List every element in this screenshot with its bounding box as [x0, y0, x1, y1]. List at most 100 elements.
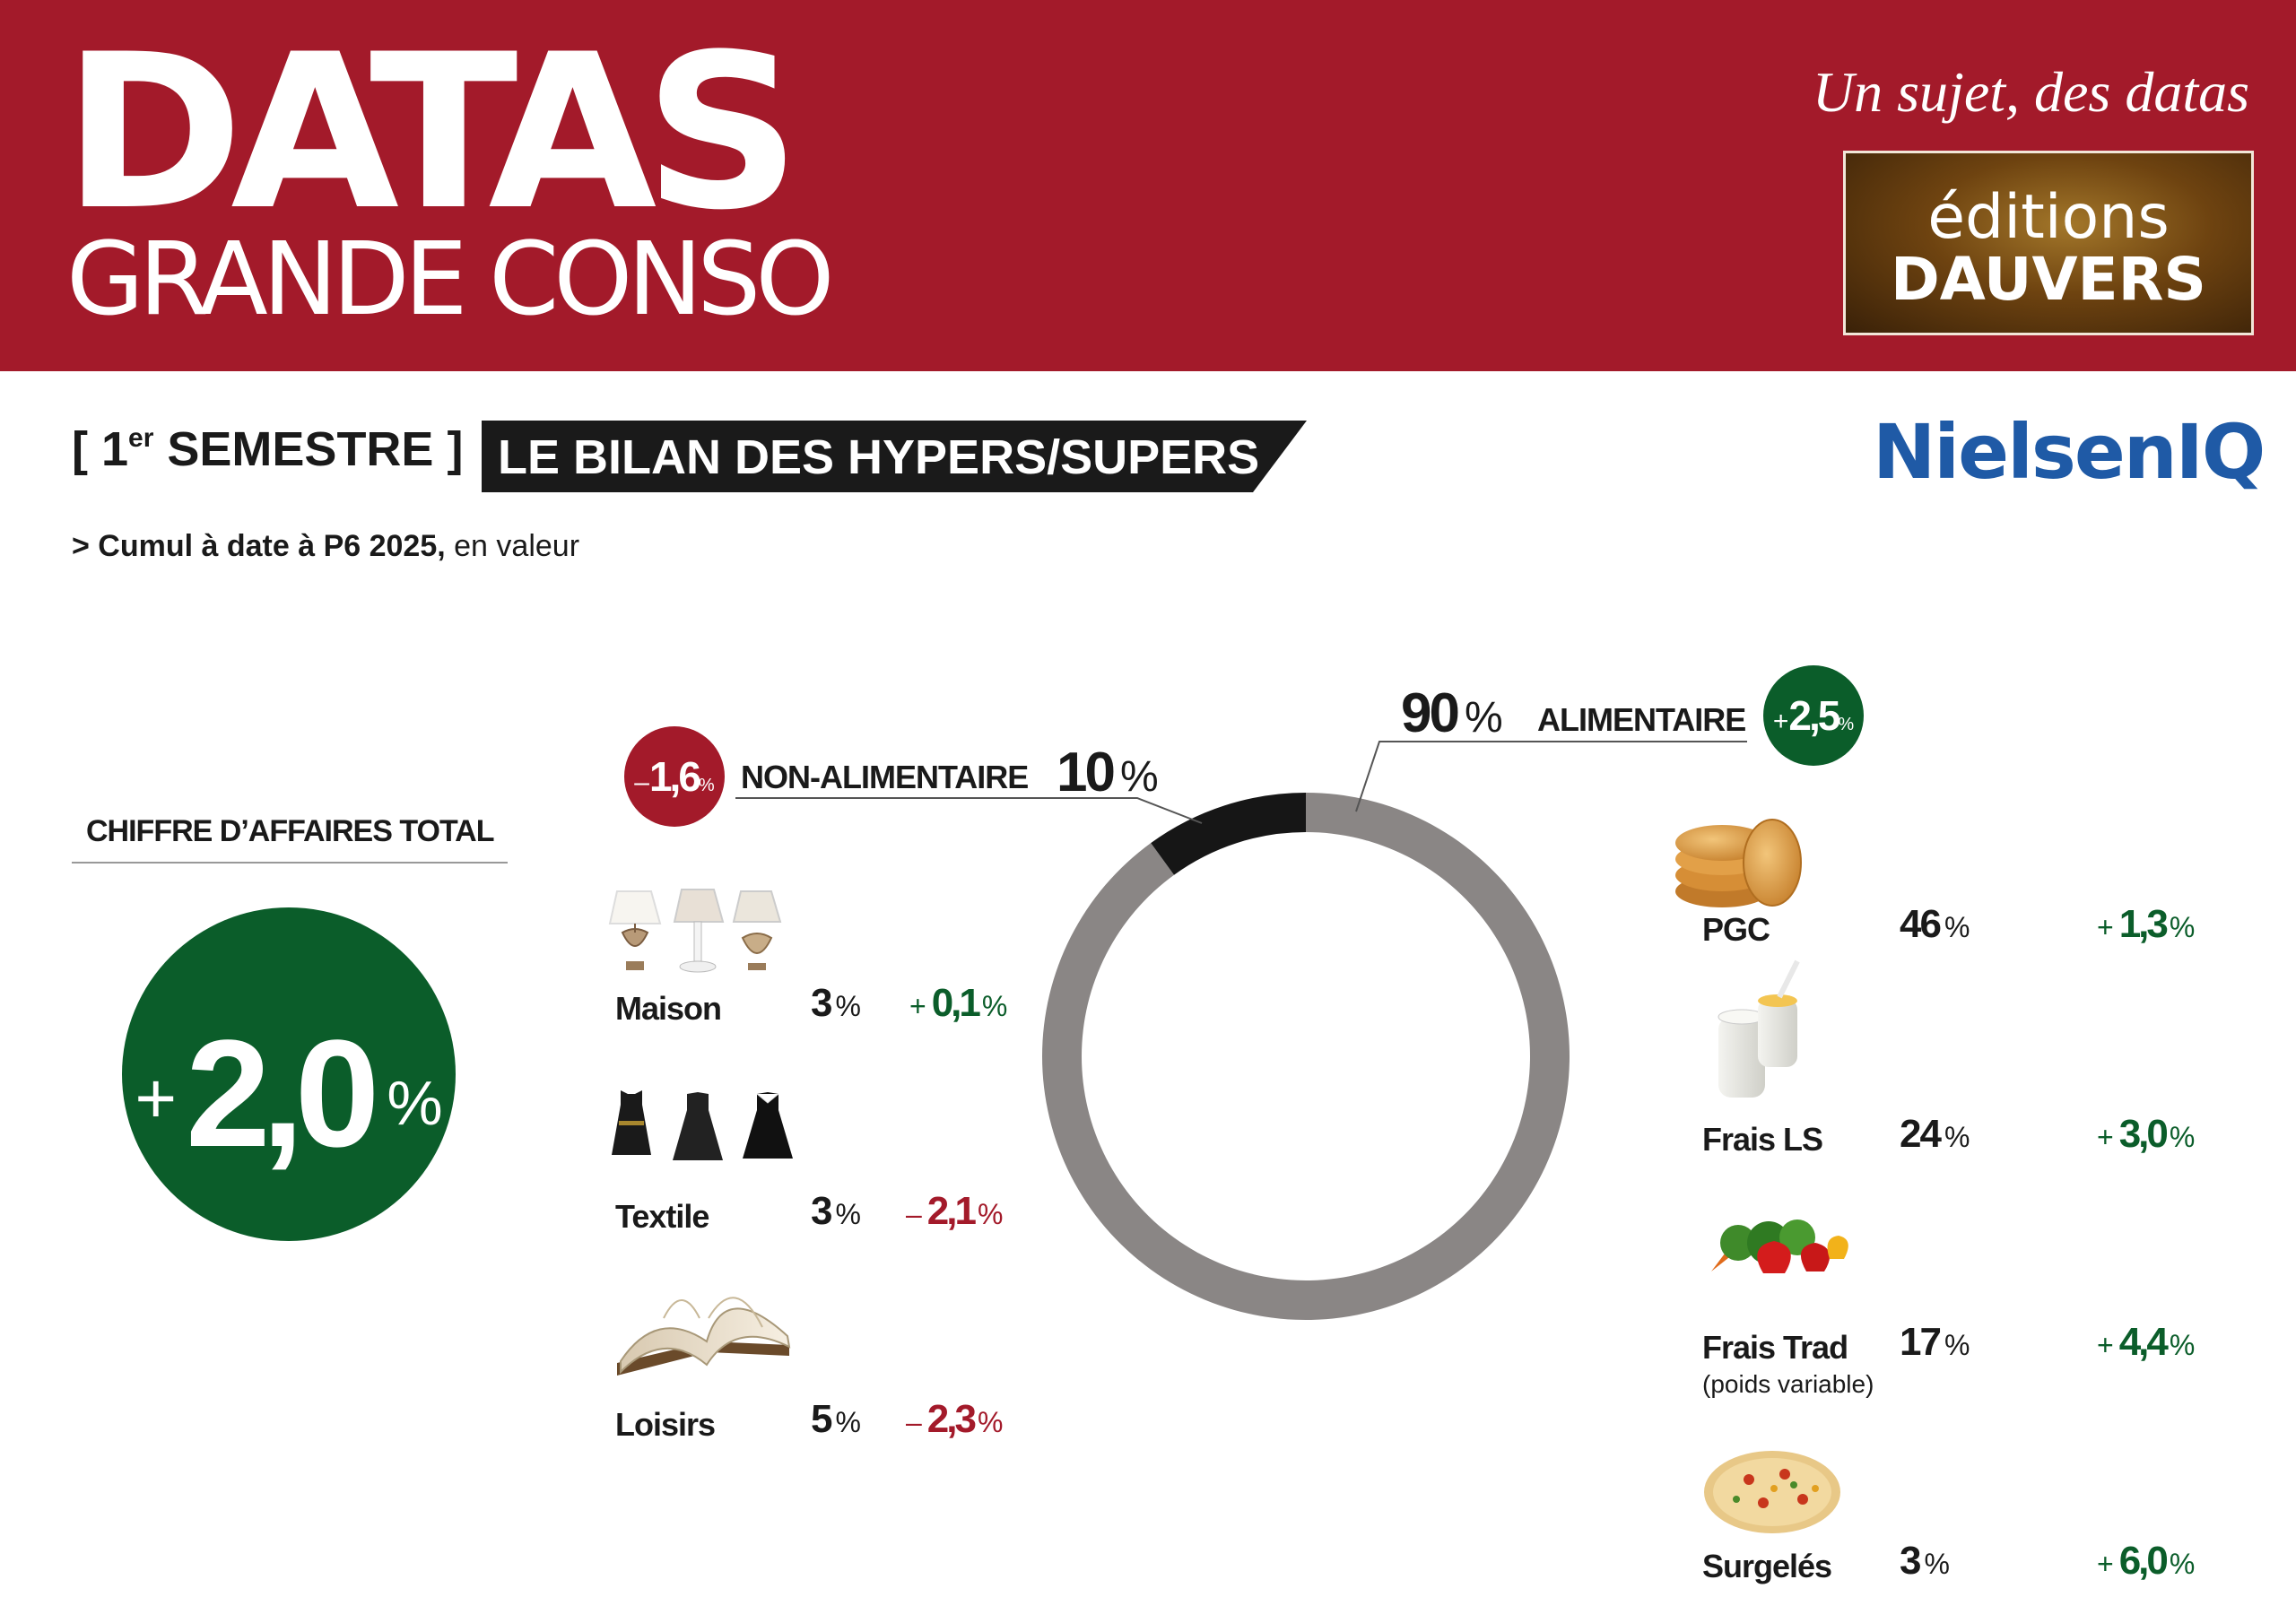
food-item-share-value: 3: [1900, 1539, 1922, 1583]
food-item-label: PGC: [1702, 911, 1770, 948]
food-item-evolution-unit: %: [2169, 1548, 2196, 1580]
food-item-share-value: 24: [1900, 1112, 1942, 1156]
food-item-share-unit: %: [1944, 911, 1970, 943]
tagline: Un sujet, des datas: [1812, 60, 2249, 124]
publisher-logo-line2: DAUVERS: [1891, 245, 2206, 314]
nonfood-item-evolution-unit: %: [977, 1406, 1004, 1438]
food-label: ALIMENTAIRE: [1537, 701, 1746, 738]
total-label: CHIFFRE D’AFFAIRES TOTAL: [86, 814, 495, 848]
nonfood-evolution-unit: %: [698, 776, 715, 795]
food-item-share-unit: %: [1944, 1329, 1970, 1361]
food-item-share: 46%: [1900, 902, 1970, 947]
nonfood-item-evolution: –2,3%: [906, 1397, 1003, 1442]
nonfood-item-share-unit: %: [835, 1406, 861, 1438]
source-logo: NielsenIQ: [1873, 408, 2266, 496]
brand-subtitle: GRANDE CONSO: [66, 221, 834, 338]
nonfood-item-evolution-sign: +: [909, 990, 926, 1022]
semester-rest: SEMESTRE ]: [153, 422, 464, 476]
semester-open: [ 1: [72, 422, 129, 476]
publisher-logo-line1: éditions: [1927, 182, 2170, 253]
nonfood-evolution-value: 1,6: [648, 753, 701, 800]
food-item-share: 24%: [1900, 1112, 1970, 1157]
food-share: 90%: [1401, 681, 1503, 745]
nonfood-item-evolution-value: 2,1: [926, 1189, 977, 1233]
vegetables-icon: [1711, 1219, 1848, 1273]
lamp-icon: [608, 889, 782, 973]
leader-line-food: [1355, 741, 1747, 812]
nonfood-item-label: Textile: [615, 1198, 709, 1235]
total-number: 2,0: [186, 1009, 379, 1179]
banner-shape: [482, 421, 1307, 492]
yogurt-icon: [1718, 959, 1800, 1098]
nonfood-item-share: 3%: [811, 981, 861, 1026]
nonfood-evolution-sign: –: [634, 768, 649, 797]
nonfood-item-share-value: 5: [811, 1397, 833, 1441]
publisher-logo: éditions DAUVERS: [1843, 151, 2254, 335]
food-item-share: 17%: [1900, 1320, 1970, 1365]
pizza-icon: [1704, 1451, 1840, 1533]
nonfood-item-share-value: 3: [811, 981, 833, 1025]
nonfood-item-share: 5%: [811, 1397, 861, 1442]
nonfood-item-evolution-value: 0,1: [931, 981, 981, 1025]
donut-slices: [1041, 793, 1570, 1320]
food-item-evolution-sign: +: [2097, 1329, 2114, 1361]
nonfood-item-evolution-unit: %: [981, 990, 1008, 1022]
food-item-share-unit: %: [1924, 1548, 1950, 1580]
nonfood-item-share: 3%: [811, 1189, 861, 1234]
book-icon: [617, 1297, 791, 1376]
banner-title: LE BILAN DES HYPERS/SUPERS: [498, 430, 1260, 484]
donut-slice-alimentaire: [1041, 793, 1570, 1320]
food-item-share-value: 17: [1900, 1320, 1942, 1364]
nonfood-item-share-value: 3: [811, 1189, 833, 1233]
nonfood-item-evolution-unit: %: [977, 1198, 1004, 1230]
period-note: > Cumul à date à P6 2025, en valeur: [72, 529, 579, 564]
food-item-evolution: +6,0%: [2097, 1539, 2195, 1584]
nonfood-label: NON-ALIMENTAIRE: [741, 759, 1029, 795]
total-sign: +: [135, 1058, 178, 1138]
food-evolution-sign: +: [1772, 707, 1789, 736]
food-share-unit: %: [1464, 694, 1503, 742]
food-evolution-unit: %: [1838, 715, 1855, 734]
nonfood-item-evolution-sign: –: [906, 1406, 922, 1438]
food-item-label: Frais Trad: [1702, 1329, 1848, 1366]
biscuit-icon: [1675, 819, 1802, 907]
food-item-evolution-unit: %: [2169, 1329, 2196, 1361]
food-item-evolution-value: 3,0: [2118, 1112, 2169, 1156]
brand-title: DATAS: [63, 9, 801, 257]
food-item-evolution: +1,3%: [2097, 902, 2195, 947]
food-item-evolution-unit: %: [2169, 1121, 2196, 1153]
nonfood-evolution-badge: –1,6%: [624, 726, 725, 827]
nonfood-item-label: Loisirs: [615, 1406, 716, 1443]
food-evolution-value: 2,5: [1788, 692, 1840, 739]
food-item-evolution: +4,4%: [2097, 1320, 2195, 1365]
semester-sup: er: [128, 423, 154, 453]
food-item-evolution-sign: +: [2097, 1121, 2114, 1153]
header-band: DATAS GRANDE CONSO Un sujet, des datas é…: [0, 0, 2296, 371]
total-circle: +2,0%: [122, 907, 456, 1241]
nonfood-item-evolution-sign: –: [906, 1198, 922, 1230]
nonfood-item-evolution: –2,1%: [906, 1189, 1003, 1234]
food-evolution-badge: +2,5%: [1763, 665, 1864, 766]
food-item-share-value: 46: [1900, 902, 1942, 946]
nonfood-share-value: 10: [1057, 742, 1116, 803]
nonfood-item-evolution-value: 2,3: [926, 1397, 977, 1441]
food-item-evolution-value: 6,0: [2118, 1539, 2169, 1583]
title-banner: LE BILAN DES HYPERS/SUPERS: [482, 421, 1307, 492]
nonfood-item-label: Maison: [615, 990, 722, 1027]
food-item-evolution-sign: +: [2097, 911, 2114, 943]
food-item-sublabel: (poids variable): [1702, 1370, 1874, 1398]
food-item-label: Surgelés: [1702, 1548, 1832, 1584]
food-item-evolution-sign: +: [2097, 1548, 2114, 1580]
donut-slice-non-alimentaire: [1151, 793, 1306, 875]
food-item-share-unit: %: [1944, 1121, 1970, 1153]
period-note-bold: > Cumul à date à P6 2025,: [72, 529, 446, 563]
food-item-share: 3%: [1900, 1539, 1950, 1584]
food-item-label: Frais LS: [1702, 1121, 1823, 1158]
nonfood-share: 10%: [1057, 741, 1159, 804]
total-value: +2,0%: [122, 1006, 456, 1182]
dress-icon: [612, 1090, 793, 1160]
food-share-value: 90: [1401, 682, 1460, 744]
nonfood-share-unit: %: [1119, 753, 1159, 801]
period-note-rest: en valeur: [445, 529, 580, 563]
food-item-evolution: +3,0%: [2097, 1112, 2195, 1157]
